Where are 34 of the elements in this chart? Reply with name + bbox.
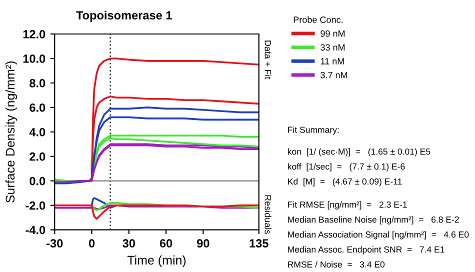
y-tick-label: 12.0	[23, 30, 46, 38]
x-tick-label: 90	[197, 239, 210, 248]
x-tick-label: 0	[88, 239, 95, 248]
legend-label: 3.7 nM	[320, 72, 348, 78]
text: Median Association Signal [ng/mm²] = 4.6 E0	[288, 231, 469, 240]
y-tick-label: -4.0	[26, 226, 46, 234]
x-tick-label: 135	[250, 239, 268, 248]
y-axis-title: Surface Density (ng/mm²)	[5, 61, 18, 203]
text: koff [1/sec] = (7.7 ± 0.1) E-6	[288, 163, 405, 172]
x-tick-label: 60	[160, 239, 172, 248]
text: Residuals	[264, 195, 272, 234]
x-axis-title: Time (min)	[127, 255, 186, 268]
legend-label: 99 nM	[320, 30, 345, 37]
legend-label: 11 nM	[320, 58, 344, 64]
text: Kd [M] = (4.67 ± 0.09) E-11	[288, 178, 402, 186]
chart-title: Topoisomerase 1	[76, 10, 172, 22]
text: Data + Fit	[264, 40, 272, 80]
y-tick-label: 10.0	[23, 54, 46, 63]
text: Fit RMSE [ng/mm²] = 2.3 E-1	[288, 201, 407, 210]
y-tick-label: 2.0	[30, 152, 46, 161]
y-tick-label: 4.0	[29, 128, 46, 136]
text: kon [1/ (sec·M)] = (1.65 ± 0.01) E5	[288, 148, 430, 156]
x-tick-label: -30	[46, 239, 63, 248]
legend-label: 33 nM	[320, 44, 345, 51]
legend-title: Probe Conc.	[294, 16, 342, 23]
y-tick-label: 6.0	[30, 103, 46, 112]
y-tick-label: 8.0	[30, 78, 46, 88]
text: Median Baseline Noise [ng/mm²] = 6.8 E-2	[288, 216, 459, 224]
x-tick-label: 30	[122, 239, 135, 248]
text: Fit Summary:	[288, 126, 339, 135]
y-tick-label: -2.0	[26, 201, 46, 210]
text: RMSE / Noise = 3.4 E0	[288, 261, 385, 268]
y-tick-label: 0.0	[30, 176, 46, 186]
text: Median Assoc. Endpoint SNR = 7.4 E1	[288, 246, 444, 254]
